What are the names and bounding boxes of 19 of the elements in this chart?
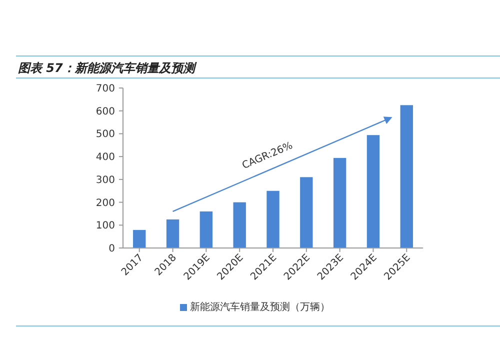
bar [400,105,413,248]
bar [133,230,146,248]
y-tick-label: 500 [96,129,115,140]
bar [266,190,280,248]
bar [166,219,180,248]
bar [233,202,246,248]
bar [200,211,213,248]
y-tick-label: 400 [96,152,115,164]
y-tick-label: 0 [108,244,115,254]
bar [366,135,380,248]
bar [333,158,346,248]
legend-label: 新能源汽车销量及预测（万辆） [190,301,330,313]
y-tick-label: 200 [96,198,115,209]
y-tick-label: 600 [96,106,115,118]
y-tick-label: 100 [96,220,115,232]
bar [300,177,313,248]
chart-title: 图表 57：新能源汽车销量及预测 [18,61,197,75]
y-tick-label: 700 [96,84,115,94]
y-tick-label: 300 [96,174,115,186]
